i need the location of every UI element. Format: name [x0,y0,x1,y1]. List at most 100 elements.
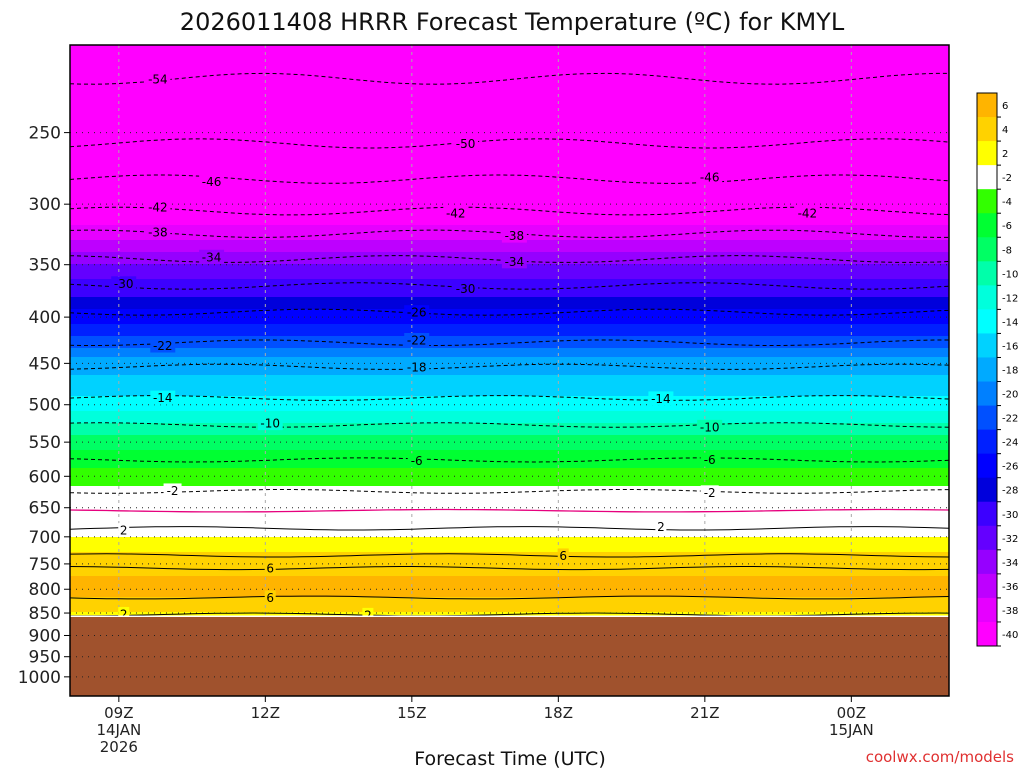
temperature-band [70,213,949,217]
temperature-band [70,603,949,607]
contour-label: -22 [153,339,173,353]
temperature-band [70,543,949,547]
temperature-band [70,126,949,130]
temperature-band [70,462,949,466]
colorbar-swatch [977,525,997,551]
temperature-band [70,225,949,229]
contour-label-bg [501,254,527,269]
colorbar-label: -4 [1002,197,1012,208]
temperature-band [70,585,949,589]
contour-label-bg [655,519,667,534]
colorbar-label: -30 [1002,510,1018,521]
temperature-band [70,561,949,565]
contour-label: -42 [446,207,466,221]
contour-label-bg [404,359,430,374]
temperature-band [70,402,949,406]
temperature-band [70,189,949,193]
contour-label-bg [163,483,182,498]
temperature-band [70,78,949,82]
contour-label: -34 [202,250,222,264]
colorbar-frame [976,92,998,647]
temperature-band [70,366,949,370]
temperature-band [70,360,949,364]
x-tick-label: 00Z [837,704,866,722]
temperature-band [70,51,949,55]
temperature-band [70,399,949,403]
temperature-band [70,513,949,517]
contour-label-bg [150,390,176,405]
y-tick-label: 250 [29,124,61,144]
temperature-band [70,591,949,595]
temperature-band [70,129,949,133]
contour-label-bg [453,281,479,296]
contour-label: -26 [407,306,427,320]
temperature-band [70,405,949,409]
temperature-band [70,576,949,580]
isotherm-line [69,566,950,571]
temperature-band [70,501,949,505]
contour-label: -42 [798,207,818,221]
colorbar-swatch [977,405,997,431]
temperature-band [70,144,949,148]
temperature-band [70,612,949,616]
contour-label: -18 [407,360,427,374]
temperature-band [70,381,949,385]
temperature-band [70,435,949,439]
temperature-band [70,372,949,376]
temperature-band [70,198,949,202]
temperature-band [70,471,949,475]
colorbar-swatch [977,549,997,575]
temperature-band [70,156,949,160]
temperature-band [70,516,949,520]
temperature-band [70,408,949,412]
contour-label-bg [199,249,225,264]
contour-label: -50 [456,137,476,151]
colorbar-label: -26 [1002,462,1018,473]
contour-label-bg [648,391,674,406]
temperature-band [70,162,949,166]
isotherm-line [70,612,950,617]
temperature-band [70,276,949,280]
temperature-band [70,486,949,490]
contour-label: -34 [505,255,525,269]
temperature-band [70,450,949,454]
temperature-band [70,306,949,310]
colorbar-swatch [977,285,997,310]
temperature-band [70,504,949,508]
contour-label-bg [145,71,171,86]
temperature-band [70,270,949,274]
temperature-band [70,165,949,169]
colorbar-swatch [977,165,997,190]
temperature-band [70,582,949,586]
contour-label: 2 [120,524,128,538]
colorbar-label: -38 [1002,606,1018,617]
y-tick-label: 500 [29,396,61,416]
temperature-band [70,327,949,331]
ground-layer [70,615,949,696]
contour-label: 6 [266,591,274,605]
temperature-band [70,393,949,397]
temperature-band [70,192,949,196]
temperature-band [70,63,949,67]
temperature-band [70,147,949,151]
colorbar-label: -6 [1002,221,1012,232]
temperature-band [70,243,949,247]
colorbar-swatch [977,237,997,262]
plot-frame [69,44,950,697]
temperature-band [70,420,949,424]
temperature-band [70,312,949,316]
temperature-band [70,426,949,430]
temperature-band [70,48,949,52]
contour-label-bg [362,607,374,622]
contour-label-bg [700,452,719,467]
contour-label: -30 [114,277,134,291]
temperature-band [70,318,949,322]
temperature-band [70,519,949,523]
contour-label: -14 [651,392,671,406]
plot-area [70,45,949,617]
x-tick-label: 14JAN [96,721,141,739]
temperature-band [70,354,949,358]
temperature-band [70,477,949,481]
contour-label: 2 [657,520,665,534]
